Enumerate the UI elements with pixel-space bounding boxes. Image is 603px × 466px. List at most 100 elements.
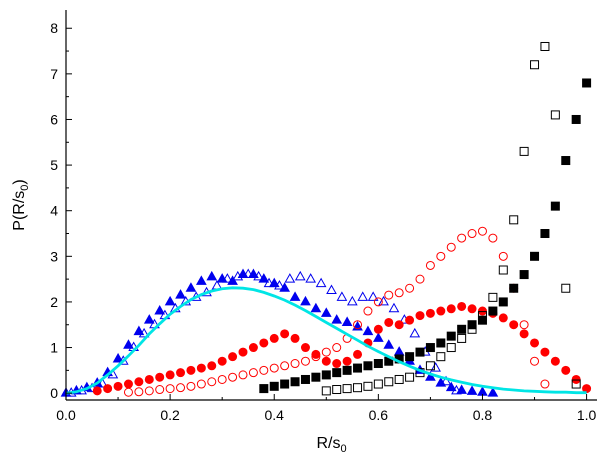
circle-point	[217, 374, 227, 384]
y-axis-title: P(R/s0)	[11, 179, 31, 230]
circle-point	[561, 365, 571, 375]
triangle-point	[185, 282, 197, 292]
y-tick-label: 1	[50, 340, 58, 356]
square-point	[530, 251, 540, 261]
triangle-point	[263, 277, 275, 288]
circle-point	[248, 368, 258, 378]
triangle-point	[164, 295, 176, 306]
circle-point	[425, 260, 435, 270]
square-point	[467, 324, 477, 334]
triangle-point	[253, 270, 264, 281]
y-tick-label: 7	[50, 66, 58, 82]
circle-point	[248, 343, 258, 353]
circle-point	[384, 317, 394, 327]
square-point	[550, 110, 560, 120]
triangle-point	[133, 325, 145, 336]
square-point	[321, 386, 331, 396]
circle-point	[498, 313, 508, 323]
x-axis-title-main: R/s	[316, 435, 340, 452]
triangle-point	[138, 327, 150, 338]
square-point	[373, 359, 383, 369]
triangle-point	[274, 279, 285, 290]
square-point	[571, 379, 581, 389]
square-point	[290, 377, 300, 387]
circle-point	[509, 320, 519, 330]
square-point	[519, 270, 529, 280]
square-point	[332, 385, 342, 395]
circle-point	[467, 304, 477, 314]
square-point	[530, 60, 540, 70]
circle-point	[165, 384, 175, 394]
circle-point	[311, 349, 321, 359]
circle-point	[373, 324, 383, 334]
triangle-point	[315, 277, 327, 288]
square-point	[550, 201, 560, 211]
square-point	[540, 41, 550, 51]
circle-point	[540, 347, 550, 357]
square-point	[353, 363, 363, 373]
triangle-point	[112, 352, 124, 363]
square-point	[363, 381, 373, 391]
x-axis-title-subscript: 0	[340, 443, 346, 455]
triangle-point	[445, 381, 457, 392]
circle-point	[176, 383, 186, 393]
triangle-point	[357, 291, 369, 301]
circle-point	[498, 251, 508, 261]
circle-point	[446, 304, 456, 314]
triangle-point	[362, 325, 374, 336]
square-point	[425, 361, 435, 371]
axis-labels: R/s0 P(R/s0)	[11, 179, 347, 455]
circle-point	[113, 381, 123, 391]
circle-point	[103, 384, 113, 394]
triangle-point	[367, 291, 379, 301]
circle-point	[196, 379, 206, 389]
triangle-point	[294, 270, 306, 281]
triangle-point	[378, 295, 389, 306]
square-point	[384, 377, 394, 387]
circle-point	[176, 368, 186, 378]
circle-point	[457, 301, 467, 311]
triangle-point	[393, 346, 405, 356]
circle-point	[363, 306, 373, 316]
triangle-point	[97, 378, 108, 388]
circle-point	[394, 320, 404, 330]
circle-point	[530, 338, 540, 348]
x-tick-label: 0.8	[473, 407, 493, 423]
circle-point	[519, 320, 529, 330]
square-point	[259, 384, 269, 394]
circle-point	[540, 379, 550, 389]
circle-point	[259, 365, 269, 375]
y-tick-label: 5	[50, 157, 58, 173]
circle-point	[311, 352, 321, 362]
triangle-point	[195, 275, 207, 285]
y-tick-label: 8	[50, 20, 58, 36]
square-point	[498, 265, 508, 275]
triangle-point	[284, 273, 296, 283]
triangle-point	[383, 339, 395, 349]
circle-point	[436, 251, 446, 261]
circle-point	[228, 372, 238, 382]
triangle-point	[222, 273, 233, 283]
circle-point	[415, 274, 425, 284]
triangle-point	[305, 273, 317, 283]
circle-point	[217, 356, 227, 366]
square-point	[321, 370, 331, 380]
circle-point	[207, 377, 217, 387]
triangle-point	[440, 375, 452, 386]
square-point	[405, 352, 415, 362]
circle-point	[155, 372, 165, 382]
circle-point	[342, 356, 352, 366]
square-point	[353, 383, 363, 393]
series-triangle-filled	[60, 268, 499, 397]
circle-point	[165, 370, 175, 380]
circle-point	[280, 361, 290, 371]
square-point	[571, 114, 581, 124]
circle-point	[290, 333, 300, 343]
y-axis-title-main: P(R/s	[11, 191, 28, 231]
square-point	[540, 229, 550, 239]
x-tick-label: 1.0	[577, 407, 597, 423]
triangle-point	[310, 302, 322, 313]
x-tick-label: 0.4	[265, 407, 285, 423]
circle-point	[405, 315, 415, 325]
y-tick-label: 4	[50, 203, 58, 219]
